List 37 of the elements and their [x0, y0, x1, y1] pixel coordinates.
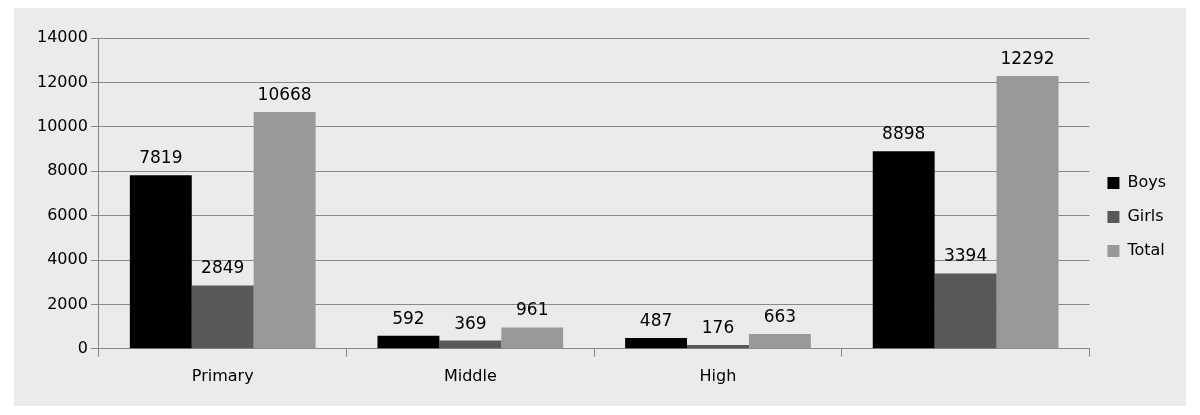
data-label: 7819	[139, 147, 183, 168]
data-label: 961	[516, 299, 549, 320]
bar	[625, 337, 688, 349]
data-label: 663	[763, 306, 797, 326]
y-tick-label: 2000	[47, 293, 88, 313]
x-tick-label: Primary	[191, 365, 254, 385]
bar	[377, 335, 440, 349]
bar	[748, 334, 811, 349]
data-label: 12292	[1000, 47, 1055, 68]
bar	[501, 327, 564, 349]
bar	[872, 151, 935, 349]
legend-label: Girls	[1127, 206, 1164, 226]
legend-label: Total	[1126, 240, 1165, 260]
data-label: 176	[701, 316, 735, 337]
y-tick-label: 12000	[36, 71, 88, 91]
y-tick-label: 4000	[47, 249, 88, 269]
bar	[934, 273, 997, 349]
x-tick-label: High	[699, 365, 737, 385]
y-tick-label: 8000	[47, 160, 88, 180]
y-tick-label: 6000	[47, 204, 88, 224]
y-tick-label: 0	[77, 337, 88, 357]
x-tick-label: Middle	[443, 365, 497, 385]
data-label: 8898	[882, 123, 926, 144]
legend-label: Boys	[1127, 172, 1167, 192]
data-label: 592	[392, 307, 425, 328]
data-label: 10668	[257, 83, 312, 104]
bar	[129, 175, 192, 349]
y-tick-label: 14000	[36, 27, 88, 47]
y-tick-label: 10000	[36, 115, 88, 135]
bar	[253, 111, 316, 349]
bar	[191, 285, 254, 349]
data-label: 369	[454, 312, 487, 333]
bar	[996, 75, 1059, 349]
data-label: 3394	[943, 245, 988, 266]
data-label: 2849	[201, 257, 245, 278]
data-label: 487	[639, 309, 673, 330]
bar	[439, 340, 502, 349]
